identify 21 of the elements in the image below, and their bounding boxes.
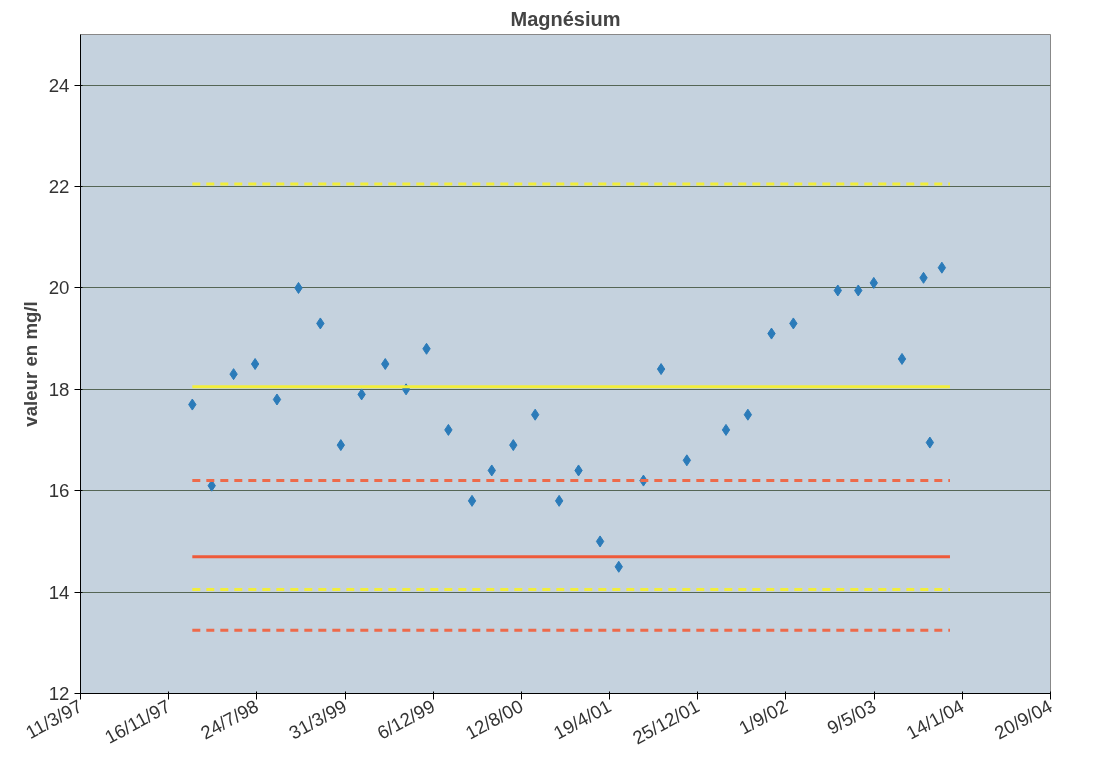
y-axis-title: valeur en mg/l bbox=[19, 301, 41, 427]
point bbox=[595, 535, 605, 548]
point bbox=[250, 358, 260, 370]
y-tick-label: 20 bbox=[48, 277, 70, 299]
point bbox=[381, 358, 390, 370]
y-tick-label: 18 bbox=[48, 378, 70, 400]
point bbox=[937, 261, 947, 274]
point bbox=[721, 423, 731, 436]
y-tick-label: 22 bbox=[48, 176, 70, 198]
point bbox=[467, 494, 477, 507]
y-tick-label: 16 bbox=[48, 480, 70, 502]
y-tick-label: 12 bbox=[48, 683, 70, 704]
y-tick-label: 24 bbox=[48, 74, 70, 96]
point bbox=[897, 352, 907, 365]
point bbox=[925, 436, 935, 449]
point bbox=[743, 408, 753, 421]
y-tick-label: 14 bbox=[48, 581, 70, 603]
point bbox=[554, 494, 564, 507]
point bbox=[272, 393, 282, 406]
point bbox=[656, 363, 666, 376]
chart-title: Magnésium bbox=[510, 7, 621, 30]
